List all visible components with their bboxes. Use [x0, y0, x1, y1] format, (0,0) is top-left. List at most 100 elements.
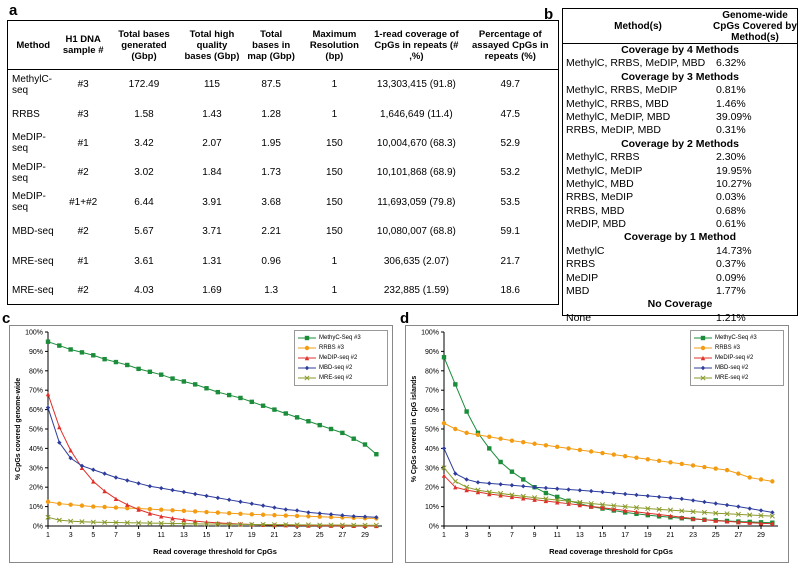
y-tick-label: 70% [29, 388, 43, 395]
x-tick-label: 29 [361, 532, 369, 539]
data-point [679, 461, 684, 467]
data-point [735, 511, 741, 517]
chart-d-plot: 0%10%20%30%40%50%60%70%80%90%100%1 3 5 7 9 11… [411, 330, 778, 556]
data-point [272, 407, 277, 412]
data-point [453, 382, 458, 387]
table-row: MRE-seq #1 3.61 1.31 0.96 1 306,635 (2.07) 21.7 [8, 246, 558, 275]
data-point [260, 512, 266, 517]
legend-swatch [298, 355, 316, 361]
data-point [317, 511, 322, 516]
data-point [91, 467, 96, 472]
legend-item: MeDIP-seq #2 [298, 353, 384, 363]
series-markers [45, 405, 379, 520]
table-cell: 59.1 [500, 226, 520, 238]
data-point [283, 411, 288, 416]
data-point [113, 519, 119, 526]
legend-item: MBD-seq #2 [298, 363, 384, 373]
data-point [521, 496, 526, 501]
table-cell: 53.5 [500, 196, 520, 208]
data-point [667, 507, 673, 513]
data-point [271, 522, 277, 528]
data-point [79, 350, 85, 355]
data-point [68, 448, 73, 453]
data-point [622, 504, 628, 510]
data-point [611, 490, 617, 496]
data-point [158, 520, 164, 526]
section-heading: No Coverage [647, 298, 713, 311]
data-point [690, 509, 696, 515]
data-point [521, 477, 526, 482]
data-point [125, 362, 130, 368]
data-point [645, 457, 650, 462]
data-point [147, 506, 153, 512]
data-point [724, 519, 730, 524]
table-row: MethylC 14.73% [563, 245, 797, 258]
data-point [68, 518, 74, 524]
method-cell: MethylC, MeDIP [566, 164, 643, 177]
panel-label-c: c [2, 310, 11, 327]
data-point [237, 521, 244, 527]
legend-item: MeDIP-seq #2 [694, 353, 780, 363]
legend-item: MethyC-Seq #3 [694, 333, 780, 343]
data-point [543, 443, 549, 448]
x-tick-label: 23 [689, 532, 697, 539]
data-point [600, 450, 605, 456]
data-point [713, 466, 718, 471]
data-point [283, 513, 288, 518]
legend-swatch [298, 345, 316, 351]
coverage-cell: 1.21% [716, 311, 746, 324]
data-point [192, 521, 198, 527]
data-point [555, 486, 560, 491]
data-point [498, 459, 503, 465]
data-point [441, 446, 447, 451]
table-cell: MBD-seq [12, 226, 54, 238]
data-point [192, 491, 198, 497]
data-point [543, 485, 549, 491]
data-point [181, 521, 187, 527]
data-point [441, 473, 447, 478]
legend-marker [304, 375, 310, 381]
data-point [634, 509, 639, 515]
series-line [443, 448, 773, 513]
data-point [520, 493, 526, 499]
data-point [45, 514, 51, 520]
data-point [656, 458, 662, 464]
data-point [215, 521, 221, 527]
data-point [588, 500, 594, 507]
x-tick-label: 7 [114, 532, 118, 539]
series-line [443, 467, 773, 517]
method-cell: MethylC, MeDIP, MBD [566, 110, 671, 123]
header-method: Method(s) [614, 20, 662, 32]
data-point [238, 395, 243, 401]
data-point [577, 488, 583, 493]
table-cell: #3 [77, 108, 89, 120]
series-line [443, 422, 773, 482]
data-point [668, 495, 673, 501]
data-point [238, 499, 243, 504]
data-point [464, 409, 469, 414]
y-tick-label: 40% [425, 446, 439, 453]
data-point [532, 441, 537, 446]
coverage-cell: 10.27% [716, 177, 752, 190]
series-line [47, 393, 377, 527]
data-point [577, 502, 583, 508]
y-tick-label: 60% [425, 407, 439, 414]
data-point [272, 512, 277, 518]
data-point [656, 512, 662, 517]
data-point [249, 399, 254, 405]
data-point [45, 499, 51, 504]
data-point [124, 520, 130, 526]
data-point [441, 355, 447, 360]
coverage-cell: 0.81% [716, 84, 746, 97]
data-point [509, 492, 515, 498]
x-tick-label: 19 [644, 532, 652, 539]
data-point [204, 386, 209, 391]
method-cell: MethylC, RRBS [566, 151, 640, 164]
table-cell: 306,635 (2.07) [383, 255, 449, 267]
table-cell: 6.44 [134, 196, 154, 208]
data-point [747, 475, 752, 480]
table-row: MethylC, RRBS, MeDIP, MBD 6.32% [563, 57, 797, 70]
data-point [702, 464, 707, 470]
data-point [317, 522, 323, 528]
data-point [441, 465, 447, 471]
